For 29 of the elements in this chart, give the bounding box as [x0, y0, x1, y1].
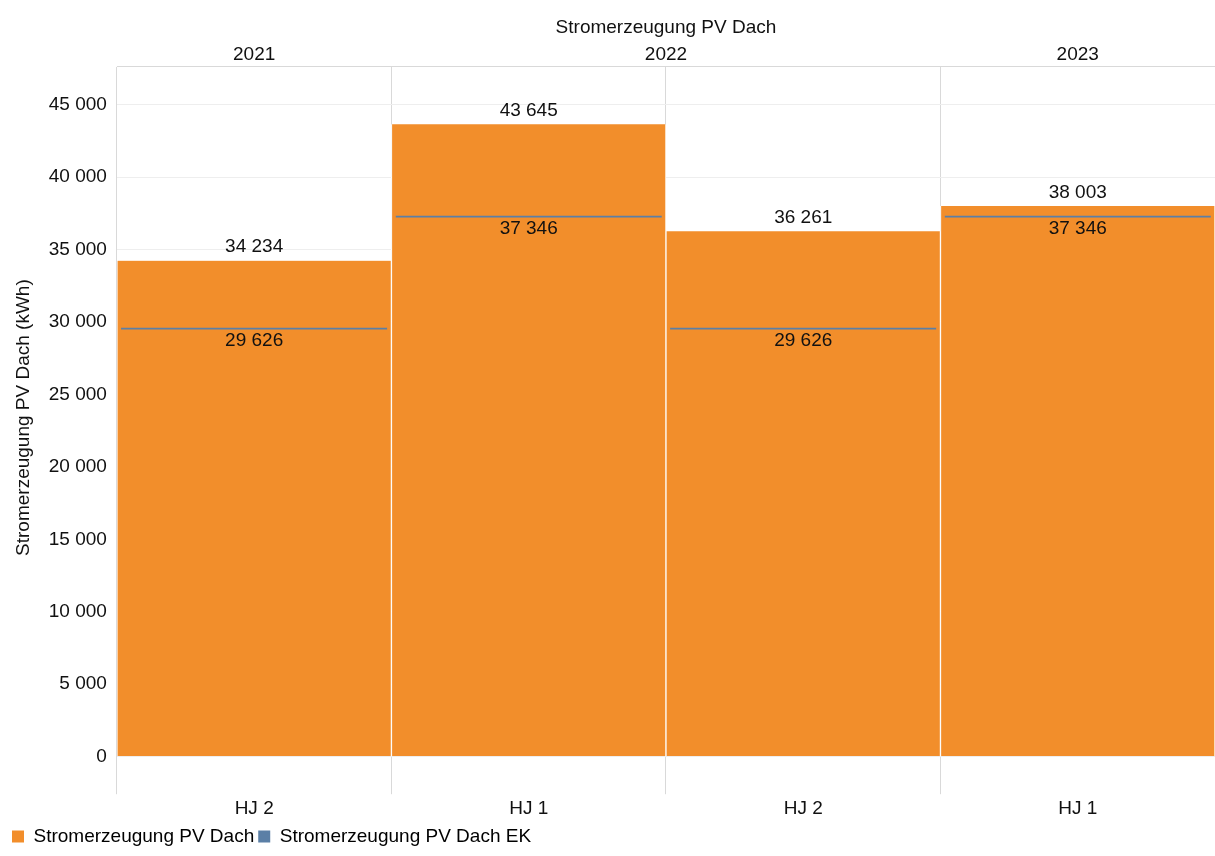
legend-label: Stromerzeugung PV Dach	[33, 824, 255, 846]
x-tick-label: HJ 1	[1058, 796, 1098, 818]
y-tick-label: 45 000	[48, 92, 107, 114]
data-label: 34 234	[225, 235, 284, 257]
y-tick-label: 5 000	[59, 672, 107, 694]
data-label: 43 645	[499, 99, 558, 121]
text: 2021	[233, 43, 276, 65]
data-label: 37 346	[499, 217, 558, 239]
data-label: 38 003	[1048, 180, 1107, 202]
data-label: 36 261	[774, 206, 833, 228]
chart-title: Stromerzeugung PV Dach	[555, 16, 777, 38]
y-tick-label: 20 000	[48, 455, 107, 477]
x-tick-label: HJ 1	[509, 796, 549, 818]
text: 2022	[644, 43, 688, 65]
y-axis-title: Stromerzeugung PV Dach (kWh)	[11, 279, 33, 556]
x-tick-label: HJ 2	[783, 796, 823, 818]
y-tick-label: 30 000	[48, 310, 107, 332]
y-tick-label: 35 000	[48, 237, 107, 259]
y-tick-label: 25 000	[48, 382, 107, 404]
y-tick-label: 15 000	[48, 527, 107, 549]
data-label: 29 626	[225, 329, 284, 351]
data-label: 37 346	[1048, 217, 1107, 239]
x-tick-label: HJ 2	[234, 796, 274, 818]
legend-label: Stromerzeugung PV Dach EK	[279, 824, 532, 846]
text: 2023	[1056, 43, 1099, 65]
y-tick-label: 40 000	[48, 165, 107, 187]
y-tick-label: 0	[96, 744, 107, 766]
y-tick-label: 10 000	[48, 599, 107, 621]
data-label: 29 626	[774, 329, 833, 351]
